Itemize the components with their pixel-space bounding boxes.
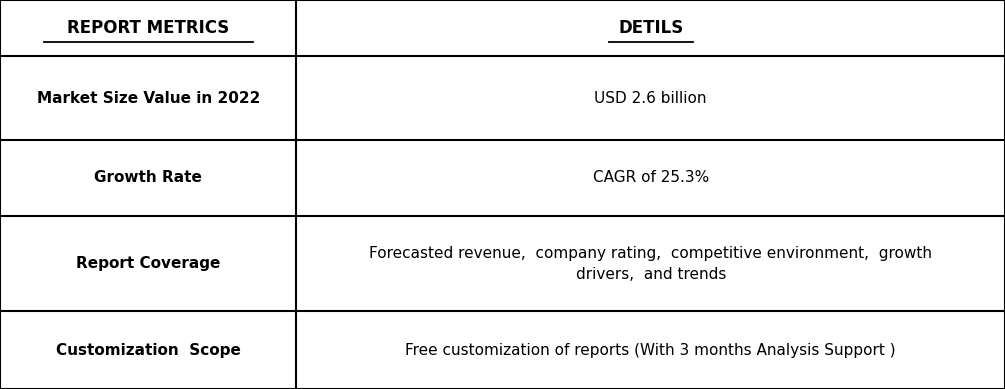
Text: USD 2.6 billion: USD 2.6 billion xyxy=(595,91,707,106)
Text: Growth Rate: Growth Rate xyxy=(94,170,202,186)
Text: Forecasted revenue,  company rating,  competitive environment,  growth
drivers, : Forecasted revenue, company rating, comp… xyxy=(369,245,933,282)
Text: REPORT METRICS: REPORT METRICS xyxy=(67,19,229,37)
Text: Market Size Value in 2022: Market Size Value in 2022 xyxy=(36,91,260,106)
Text: CAGR of 25.3%: CAGR of 25.3% xyxy=(593,170,709,186)
Text: Customization  Scope: Customization Scope xyxy=(56,343,240,357)
Text: Free customization of reports (With 3 months Analysis Support ): Free customization of reports (With 3 mo… xyxy=(405,343,896,357)
Text: DETILS: DETILS xyxy=(618,19,683,37)
Text: Report Coverage: Report Coverage xyxy=(76,256,220,271)
